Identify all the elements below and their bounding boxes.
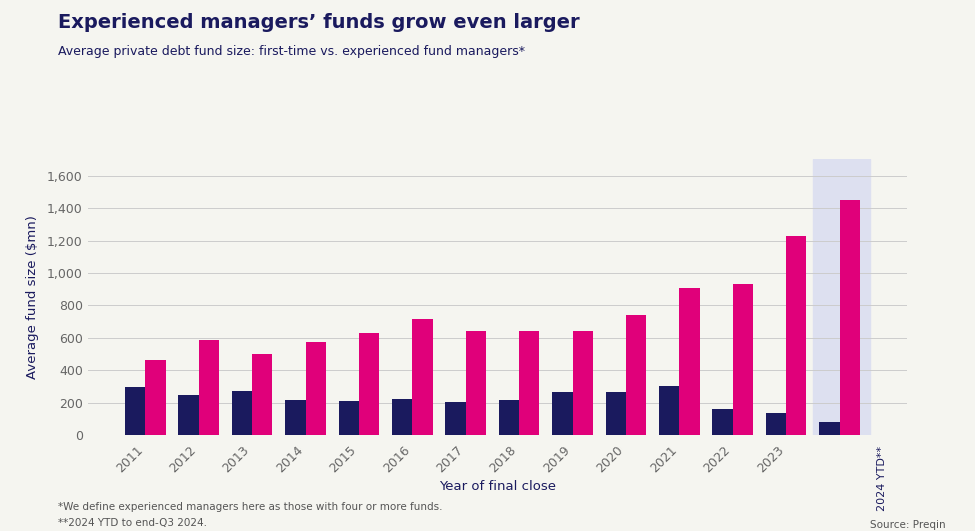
Bar (359, 333, 379, 435)
Bar (519, 331, 539, 435)
Text: 2023: 2023 (755, 444, 786, 475)
Text: Average private debt fund size: first-time vs. experienced fund managers*: Average private debt fund size: first-ti… (58, 45, 526, 58)
Bar (839, 200, 860, 435)
Bar (605, 392, 626, 435)
Bar (232, 391, 253, 435)
Bar (305, 342, 326, 435)
Text: Experienced managers’ funds grow even larger: Experienced managers’ funds grow even la… (58, 13, 580, 32)
Text: *We define experienced managers here as those with four or more funds.: *We define experienced managers here as … (58, 502, 443, 512)
Bar (733, 284, 753, 435)
Bar (572, 331, 593, 435)
Bar (552, 392, 572, 435)
Text: 2019: 2019 (541, 444, 572, 475)
Bar (626, 315, 646, 435)
Bar (145, 360, 166, 435)
Bar (499, 400, 519, 435)
Bar (466, 331, 486, 435)
Text: 2017: 2017 (434, 444, 466, 475)
Text: **2024 YTD to end-Q3 2024.: **2024 YTD to end-Q3 2024. (58, 518, 208, 528)
Y-axis label: Average fund size ($mn): Average fund size ($mn) (25, 216, 39, 379)
Text: 2022: 2022 (701, 444, 733, 475)
Bar (680, 288, 700, 435)
Bar (659, 386, 680, 435)
Text: 2014: 2014 (274, 444, 305, 475)
Text: 2013: 2013 (220, 444, 253, 475)
Text: 2021: 2021 (647, 444, 680, 475)
Bar (125, 387, 145, 435)
Bar (412, 319, 433, 435)
Bar (446, 402, 466, 435)
Bar (713, 409, 733, 435)
Text: 2016: 2016 (381, 444, 412, 475)
Text: 2024 YTD**: 2024 YTD** (878, 446, 887, 511)
Bar (338, 401, 359, 435)
X-axis label: Year of final close: Year of final close (439, 480, 556, 493)
Bar (786, 236, 806, 435)
Bar (819, 423, 839, 435)
Text: 2020: 2020 (595, 444, 626, 475)
Text: 2015: 2015 (328, 444, 359, 475)
Bar (286, 400, 305, 435)
Bar (392, 399, 412, 435)
Bar (766, 413, 786, 435)
Text: 2018: 2018 (488, 444, 519, 475)
Bar (813, 159, 870, 435)
Text: 2012: 2012 (167, 444, 199, 475)
Text: Source: Preqin: Source: Preqin (870, 520, 946, 530)
Bar (253, 354, 272, 435)
Bar (199, 340, 219, 435)
Bar (178, 395, 199, 435)
Text: 2011: 2011 (114, 444, 145, 475)
